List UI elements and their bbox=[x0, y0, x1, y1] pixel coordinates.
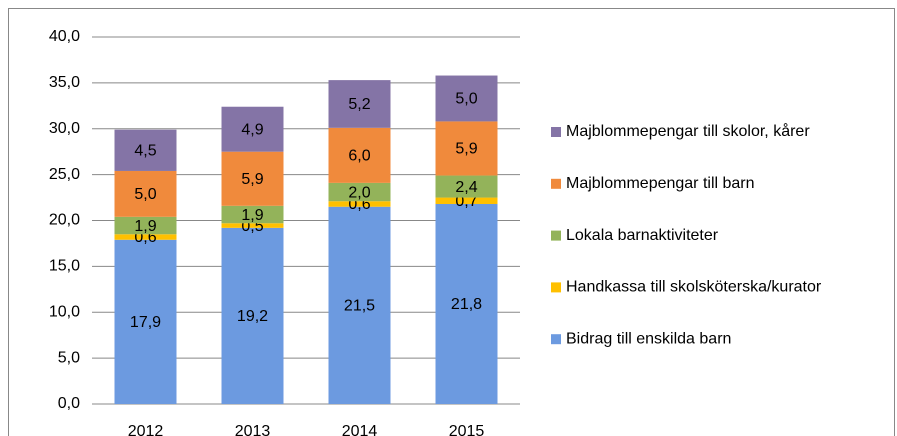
legend-label: Lokala barnaktiviteter bbox=[566, 227, 719, 244]
bar-segment bbox=[114, 129, 177, 171]
data-label: 2,4 bbox=[455, 179, 477, 196]
data-label: 5,9 bbox=[455, 141, 477, 158]
bar-segment bbox=[114, 216, 177, 235]
data-label: 4,9 bbox=[241, 121, 263, 138]
y-tick-label: 40,0 bbox=[49, 28, 80, 45]
legend-label: Bidrag till enskilda barn bbox=[566, 330, 731, 347]
bar-segment bbox=[221, 106, 284, 152]
bar-segment bbox=[328, 80, 391, 128]
y-tick-label: 15,0 bbox=[49, 258, 80, 275]
bar-segment bbox=[221, 227, 284, 404]
bar-segment bbox=[328, 127, 391, 183]
data-label: 5,0 bbox=[455, 91, 477, 108]
y-tick-label: 5,0 bbox=[58, 349, 80, 366]
bar-segment bbox=[435, 75, 498, 122]
legend-marker bbox=[551, 230, 561, 241]
data-label: 19,2 bbox=[237, 308, 268, 325]
bar-segment bbox=[221, 205, 284, 224]
bar-segment bbox=[435, 203, 498, 404]
x-tick-label: 2013 bbox=[235, 423, 271, 436]
bar-segment bbox=[435, 175, 498, 198]
data-label: 5,0 bbox=[134, 186, 156, 203]
data-label: 2,0 bbox=[348, 184, 370, 201]
data-label: 21,5 bbox=[344, 298, 375, 315]
data-label: 5,9 bbox=[241, 171, 263, 188]
data-label: 1,9 bbox=[134, 218, 156, 235]
y-tick-label: 30,0 bbox=[49, 120, 80, 137]
y-tick-label: 0,0 bbox=[58, 395, 80, 412]
bar-segment bbox=[114, 234, 177, 240]
bar-segment bbox=[221, 223, 284, 228]
chart-border bbox=[8, 8, 895, 436]
bar-segment bbox=[114, 170, 177, 217]
x-tick-label: 2012 bbox=[128, 423, 164, 436]
legend-marker bbox=[551, 334, 561, 345]
y-tick-label: 20,0 bbox=[49, 212, 80, 229]
bar-segment bbox=[114, 239, 177, 404]
y-tick-label: 35,0 bbox=[49, 74, 80, 91]
legend-marker bbox=[551, 127, 561, 137]
data-label: 4,5 bbox=[134, 143, 156, 160]
legend-label: Handkassa till skolsköterska/kurator bbox=[566, 279, 822, 296]
legend-marker bbox=[551, 178, 561, 189]
bar-segment bbox=[328, 206, 391, 404]
bar-segment bbox=[328, 182, 391, 202]
data-label: 6,0 bbox=[348, 148, 370, 165]
x-tick-label: 2014 bbox=[342, 423, 378, 436]
y-tick-label: 25,0 bbox=[49, 166, 80, 183]
data-label: 17,9 bbox=[130, 314, 161, 331]
data-label: 1,9 bbox=[241, 207, 263, 224]
legend-label: Majblommepengar till skolor, kårer bbox=[566, 122, 810, 140]
bar-segment bbox=[435, 197, 498, 204]
legend-label: Majblommepengar till barn bbox=[566, 175, 755, 192]
bar-segment bbox=[221, 151, 284, 206]
data-label: 21,8 bbox=[451, 296, 482, 313]
bar-segment bbox=[328, 201, 391, 207]
bar-segment bbox=[435, 121, 498, 176]
x-tick-label: 2015 bbox=[449, 423, 485, 436]
legend-marker bbox=[551, 282, 561, 293]
data-label: 5,2 bbox=[348, 96, 370, 113]
y-tick-label: 10,0 bbox=[49, 303, 80, 320]
